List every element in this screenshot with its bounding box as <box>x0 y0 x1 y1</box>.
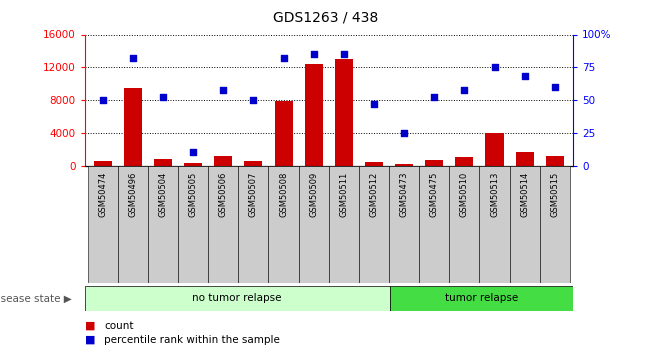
Text: GSM50509: GSM50509 <box>309 171 318 217</box>
FancyBboxPatch shape <box>449 166 479 283</box>
Text: no tumor relapse: no tumor relapse <box>193 294 282 303</box>
FancyBboxPatch shape <box>479 166 510 283</box>
Text: GSM50513: GSM50513 <box>490 171 499 217</box>
FancyBboxPatch shape <box>329 166 359 283</box>
FancyBboxPatch shape <box>540 166 570 283</box>
Text: GSM50506: GSM50506 <box>219 171 228 217</box>
Text: GSM50514: GSM50514 <box>520 171 529 217</box>
Point <box>128 55 138 61</box>
Text: GDS1263 / 438: GDS1263 / 438 <box>273 10 378 24</box>
Text: GSM50512: GSM50512 <box>370 171 378 217</box>
Bar <box>184 163 202 166</box>
Point <box>339 51 349 57</box>
Point <box>399 130 409 136</box>
Point <box>490 65 500 70</box>
Text: GSM50511: GSM50511 <box>339 171 348 217</box>
Bar <box>214 156 232 166</box>
Text: GSM50496: GSM50496 <box>128 171 137 217</box>
Bar <box>516 152 534 166</box>
Point <box>279 55 289 61</box>
Bar <box>124 88 142 166</box>
FancyBboxPatch shape <box>268 166 299 283</box>
Point <box>98 97 108 103</box>
FancyBboxPatch shape <box>419 166 449 283</box>
Bar <box>455 157 473 166</box>
Bar <box>425 160 443 166</box>
Text: GSM50473: GSM50473 <box>400 171 409 217</box>
FancyBboxPatch shape <box>299 166 329 283</box>
Bar <box>486 133 504 166</box>
FancyBboxPatch shape <box>88 166 118 283</box>
Point <box>429 95 439 100</box>
Text: GSM50505: GSM50505 <box>189 171 198 217</box>
Point <box>218 87 229 92</box>
FancyBboxPatch shape <box>510 166 540 283</box>
FancyBboxPatch shape <box>389 166 419 283</box>
Bar <box>546 156 564 166</box>
Text: GSM50474: GSM50474 <box>98 171 107 217</box>
FancyBboxPatch shape <box>85 286 390 310</box>
Text: ■: ■ <box>85 321 95 331</box>
Point <box>248 97 258 103</box>
Text: ■: ■ <box>85 335 95 345</box>
FancyBboxPatch shape <box>390 286 573 310</box>
FancyBboxPatch shape <box>118 166 148 283</box>
Point <box>459 87 469 92</box>
Text: GSM50508: GSM50508 <box>279 171 288 217</box>
Text: count: count <box>104 321 133 331</box>
Bar <box>365 162 383 166</box>
Text: GSM50510: GSM50510 <box>460 171 469 217</box>
Bar <box>395 164 413 166</box>
Text: GSM50507: GSM50507 <box>249 171 258 217</box>
Point <box>519 74 530 79</box>
Text: tumor relapse: tumor relapse <box>445 294 518 303</box>
Point <box>309 51 319 57</box>
Bar <box>244 161 262 166</box>
Point <box>158 95 168 100</box>
FancyBboxPatch shape <box>208 166 238 283</box>
Text: disease state ▶: disease state ▶ <box>0 294 72 303</box>
Text: GSM50475: GSM50475 <box>430 171 439 217</box>
Point <box>549 84 560 90</box>
Point <box>368 101 379 107</box>
Text: GSM50504: GSM50504 <box>158 171 167 217</box>
Text: percentile rank within the sample: percentile rank within the sample <box>104 335 280 345</box>
Bar <box>154 159 172 166</box>
Text: GSM50515: GSM50515 <box>550 171 559 217</box>
FancyBboxPatch shape <box>178 166 208 283</box>
FancyBboxPatch shape <box>148 166 178 283</box>
Bar <box>275 101 292 166</box>
Point <box>188 150 199 155</box>
Bar <box>305 64 323 166</box>
Bar <box>94 161 112 166</box>
Bar <box>335 59 353 166</box>
FancyBboxPatch shape <box>359 166 389 283</box>
FancyBboxPatch shape <box>238 166 268 283</box>
